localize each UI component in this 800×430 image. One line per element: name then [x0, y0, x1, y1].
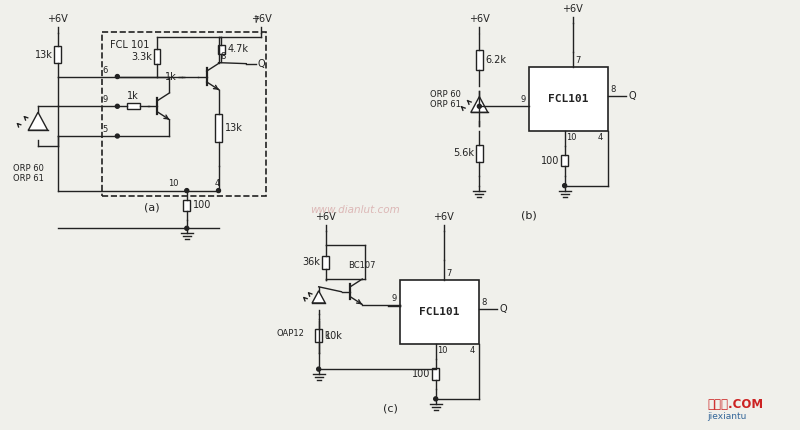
Bar — [102, 32, 266, 196]
Text: www.dianlut.com: www.dianlut.com — [310, 206, 400, 215]
Bar — [215, 114, 222, 142]
Bar — [218, 45, 225, 54]
Text: ORP 60: ORP 60 — [14, 164, 44, 173]
Text: 36k: 36k — [302, 258, 321, 267]
Text: 7: 7 — [446, 269, 452, 278]
Text: 7: 7 — [253, 16, 258, 25]
Text: 8: 8 — [482, 298, 486, 307]
Text: 5.6k: 5.6k — [454, 148, 474, 158]
Text: FCL 101: FCL 101 — [110, 40, 150, 50]
Text: OAP12: OAP12 — [276, 329, 304, 338]
Text: Q: Q — [257, 58, 265, 69]
Text: ORP 61: ORP 61 — [14, 174, 44, 183]
Bar — [154, 49, 161, 64]
Text: 7: 7 — [575, 55, 581, 64]
Bar — [322, 256, 329, 269]
Text: 100: 100 — [542, 156, 560, 166]
Bar — [561, 155, 568, 166]
Text: 9: 9 — [521, 95, 526, 104]
Text: +6V: +6V — [315, 212, 336, 222]
Bar — [127, 103, 139, 109]
Text: 4: 4 — [469, 346, 474, 355]
Circle shape — [115, 134, 119, 138]
Circle shape — [185, 226, 189, 230]
Text: 100: 100 — [412, 369, 430, 379]
Polygon shape — [312, 291, 326, 303]
Text: 6: 6 — [102, 65, 107, 74]
Text: +6V: +6V — [434, 212, 454, 222]
Text: 3.3k: 3.3k — [131, 52, 152, 61]
Bar — [529, 67, 608, 131]
Circle shape — [115, 104, 119, 108]
Text: 1k: 1k — [127, 91, 139, 101]
Bar — [476, 145, 483, 162]
Circle shape — [317, 367, 321, 371]
Text: Q: Q — [628, 91, 636, 101]
Bar — [432, 369, 439, 380]
Bar — [315, 329, 322, 342]
Circle shape — [185, 189, 189, 193]
Circle shape — [115, 74, 119, 79]
Text: 9: 9 — [392, 294, 397, 303]
Text: (c): (c) — [382, 404, 398, 414]
Text: 10: 10 — [566, 133, 576, 142]
Text: 13k: 13k — [35, 50, 53, 60]
Text: 4.7k: 4.7k — [227, 44, 249, 54]
Text: 8: 8 — [221, 52, 226, 61]
Text: 100: 100 — [193, 200, 211, 210]
Polygon shape — [28, 112, 48, 130]
Bar — [183, 200, 190, 211]
Text: 10: 10 — [437, 346, 447, 355]
Text: 4: 4 — [598, 133, 603, 142]
Text: FCL101: FCL101 — [548, 94, 589, 104]
Text: k: k — [325, 331, 330, 340]
Text: 10k: 10k — [325, 331, 342, 341]
Text: 13k: 13k — [225, 123, 242, 133]
Text: 10: 10 — [168, 178, 179, 187]
Bar — [476, 50, 483, 70]
Polygon shape — [471, 97, 488, 112]
Text: 1k: 1k — [165, 71, 177, 82]
Text: FCL101: FCL101 — [419, 307, 460, 317]
Bar — [54, 46, 62, 63]
Text: 8: 8 — [610, 85, 616, 94]
Text: 9: 9 — [102, 95, 107, 104]
Text: jiexiantu: jiexiantu — [707, 412, 747, 421]
Text: BC107: BC107 — [349, 261, 376, 270]
Text: +6V: +6V — [250, 14, 271, 24]
Text: 6.2k: 6.2k — [486, 55, 506, 65]
Text: +6V: +6V — [562, 4, 583, 14]
Text: 4: 4 — [214, 178, 220, 187]
Text: ORP 61: ORP 61 — [430, 100, 461, 109]
Text: +6V: +6V — [47, 14, 68, 24]
Text: (b): (b) — [521, 210, 537, 220]
Text: ORP 60: ORP 60 — [430, 90, 461, 99]
Circle shape — [434, 397, 438, 401]
Text: 接线图.COM: 接线图.COM — [707, 398, 763, 411]
Circle shape — [562, 184, 566, 187]
Text: 5: 5 — [102, 125, 107, 134]
Circle shape — [478, 104, 482, 108]
Text: (a): (a) — [144, 203, 160, 212]
Bar — [400, 280, 479, 344]
Text: +6V: +6V — [469, 14, 490, 24]
Circle shape — [217, 189, 221, 193]
Text: Q: Q — [499, 304, 507, 314]
